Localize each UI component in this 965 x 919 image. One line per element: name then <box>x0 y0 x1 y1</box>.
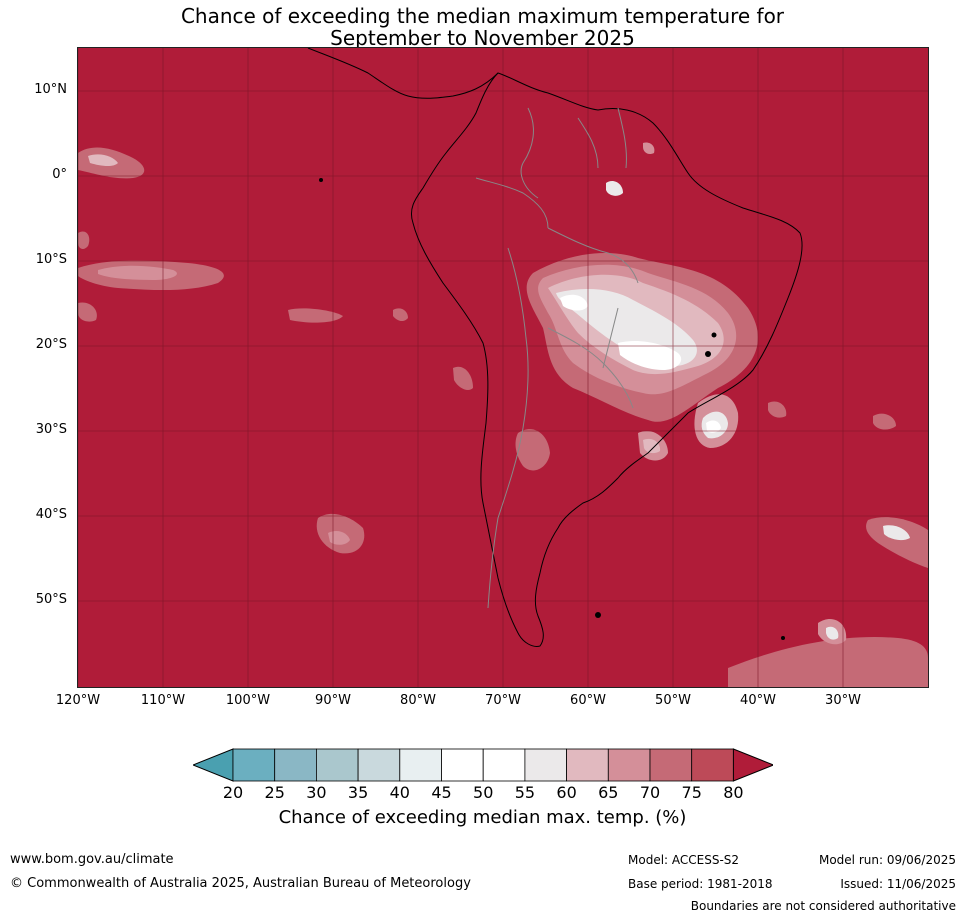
colorbar-tick-70: 70 <box>639 783 661 802</box>
colorbar <box>191 748 775 782</box>
colorbar-extend-high <box>732 748 775 782</box>
colorbar-tick-45: 45 <box>431 783 452 802</box>
map-canvas <box>78 48 928 687</box>
lon-label-40w: 40°W <box>740 693 776 708</box>
colorbar-tick-25: 25 <box>264 783 285 802</box>
contour-atlantic-30s-2 <box>873 413 896 430</box>
contour-atlantic-east <box>866 517 928 568</box>
coastline-south-america <box>410 72 803 647</box>
contour-pacific-20s <box>288 308 343 323</box>
contour-pacific-25s <box>453 366 473 391</box>
lat-label-20s: 20°S <box>35 337 67 352</box>
copyright-text: © Commonwealth of Australia 2025, Austra… <box>10 876 471 891</box>
contour-pacific-40s-inner <box>328 530 350 545</box>
colorbar-tick-40: 40 <box>389 783 410 802</box>
contour-southern <box>728 637 928 687</box>
colorbar-segment-25-30 <box>274 748 317 782</box>
forecast-map <box>77 47 929 688</box>
contour-pacific-left2 <box>78 302 97 322</box>
contour-argentina <box>515 429 550 471</box>
colorbar-tick-55: 55 <box>514 783 536 802</box>
coastlines <box>307 48 803 647</box>
colorbar-extend-low <box>191 748 234 782</box>
colorbar-tick-35: 35 <box>347 783 369 802</box>
contour-pacific-eq-inner <box>88 154 118 167</box>
colorbar-tick-65: 65 <box>598 783 619 802</box>
colorbar-label: Chance of exceeding median max. temp. (%… <box>278 807 687 828</box>
contour-atlantic-east-inner <box>883 525 910 541</box>
lat-label-0: 0° <box>52 167 67 182</box>
lon-label-90w: 90°W <box>315 693 351 708</box>
colorbar-svg <box>191 748 775 782</box>
contour-atlantic-30s <box>768 401 787 418</box>
boundaries-disclaimer: Boundaries are not considered authoritat… <box>690 899 956 913</box>
map-title: Chance of exceeding the median maximum t… <box>0 5 965 49</box>
contour-atlantic-blob-core <box>706 420 721 433</box>
small-features <box>319 178 785 640</box>
probability-contours <box>78 142 928 687</box>
title-line-2: September to November 2025 <box>330 26 635 50</box>
colorbar-tick-50: 50 <box>473 783 494 802</box>
colorbar-tick-30: 30 <box>306 783 327 802</box>
coastline-central-america <box>307 48 499 99</box>
lat-label-10n: 10°N <box>34 82 67 97</box>
contour-guiana <box>606 181 623 196</box>
lon-label-80w: 80°W <box>400 693 436 708</box>
contour-uruguay-inner <box>643 438 661 454</box>
lon-label-100w: 100°W <box>225 693 271 708</box>
colorbar-segment-65-70 <box>607 748 651 782</box>
colorbar-segment-55-60 <box>524 748 567 782</box>
contour-pacific-mid <box>393 308 408 322</box>
lon-label-60w: 60°W <box>570 693 606 708</box>
colorbar-segment-50-55 <box>482 748 526 782</box>
model-run: Model run: 09/06/2025 <box>818 853 956 867</box>
colorbar-segment-20-25 <box>232 748 276 782</box>
colorbar-tick-75: 75 <box>681 783 702 802</box>
colorbar-segment-35-40 <box>357 748 401 782</box>
country-borders <box>475 107 639 609</box>
lon-label-70w: 70°W <box>485 693 521 708</box>
lat-label-30s: 30°S <box>35 422 67 437</box>
colorbar-segment-60-65 <box>566 748 609 782</box>
lon-label-110w: 110°W <box>140 693 186 708</box>
contour-pacific-10s-inner <box>98 265 177 280</box>
contour-amapa <box>643 142 655 155</box>
lon-label-120w: 120°W <box>55 693 101 708</box>
colorbar-segment-30-35 <box>316 748 359 782</box>
lon-label-30w: 30°W <box>825 693 861 708</box>
contour-brazil-55b <box>560 294 588 311</box>
lat-label-50s: 50°S <box>35 592 67 607</box>
base-period: Base period: 1981-2018 <box>628 877 773 891</box>
issued-date: Issued: 11/06/2025 <box>840 877 956 891</box>
colorbar-tick-60: 60 <box>556 783 577 802</box>
colorbar-segment-45-50 <box>441 748 484 782</box>
lon-label-50w: 50°W <box>655 693 691 708</box>
contour-pacific-left <box>78 231 90 250</box>
title-line-1: Chance of exceeding the median maximum t… <box>180 4 785 28</box>
lat-label-40s: 40°S <box>35 507 67 522</box>
colorbar-segment-75-80 <box>691 748 734 782</box>
colorbar-segment-70-75 <box>649 748 693 782</box>
contour-southern-core <box>826 626 839 640</box>
graticule <box>78 48 928 687</box>
colorbar-tick-80: 80 <box>723 783 744 802</box>
website-link[interactable]: www.bom.gov.au/climate <box>10 852 174 867</box>
model-name: Model: ACCESS-S2 <box>628 853 740 867</box>
lat-label-10s: 10°S <box>35 252 67 267</box>
contour-brazil-55 <box>618 341 682 370</box>
colorbar-tick-20: 20 <box>222 783 244 802</box>
colorbar-segment-40-45 <box>399 748 442 782</box>
